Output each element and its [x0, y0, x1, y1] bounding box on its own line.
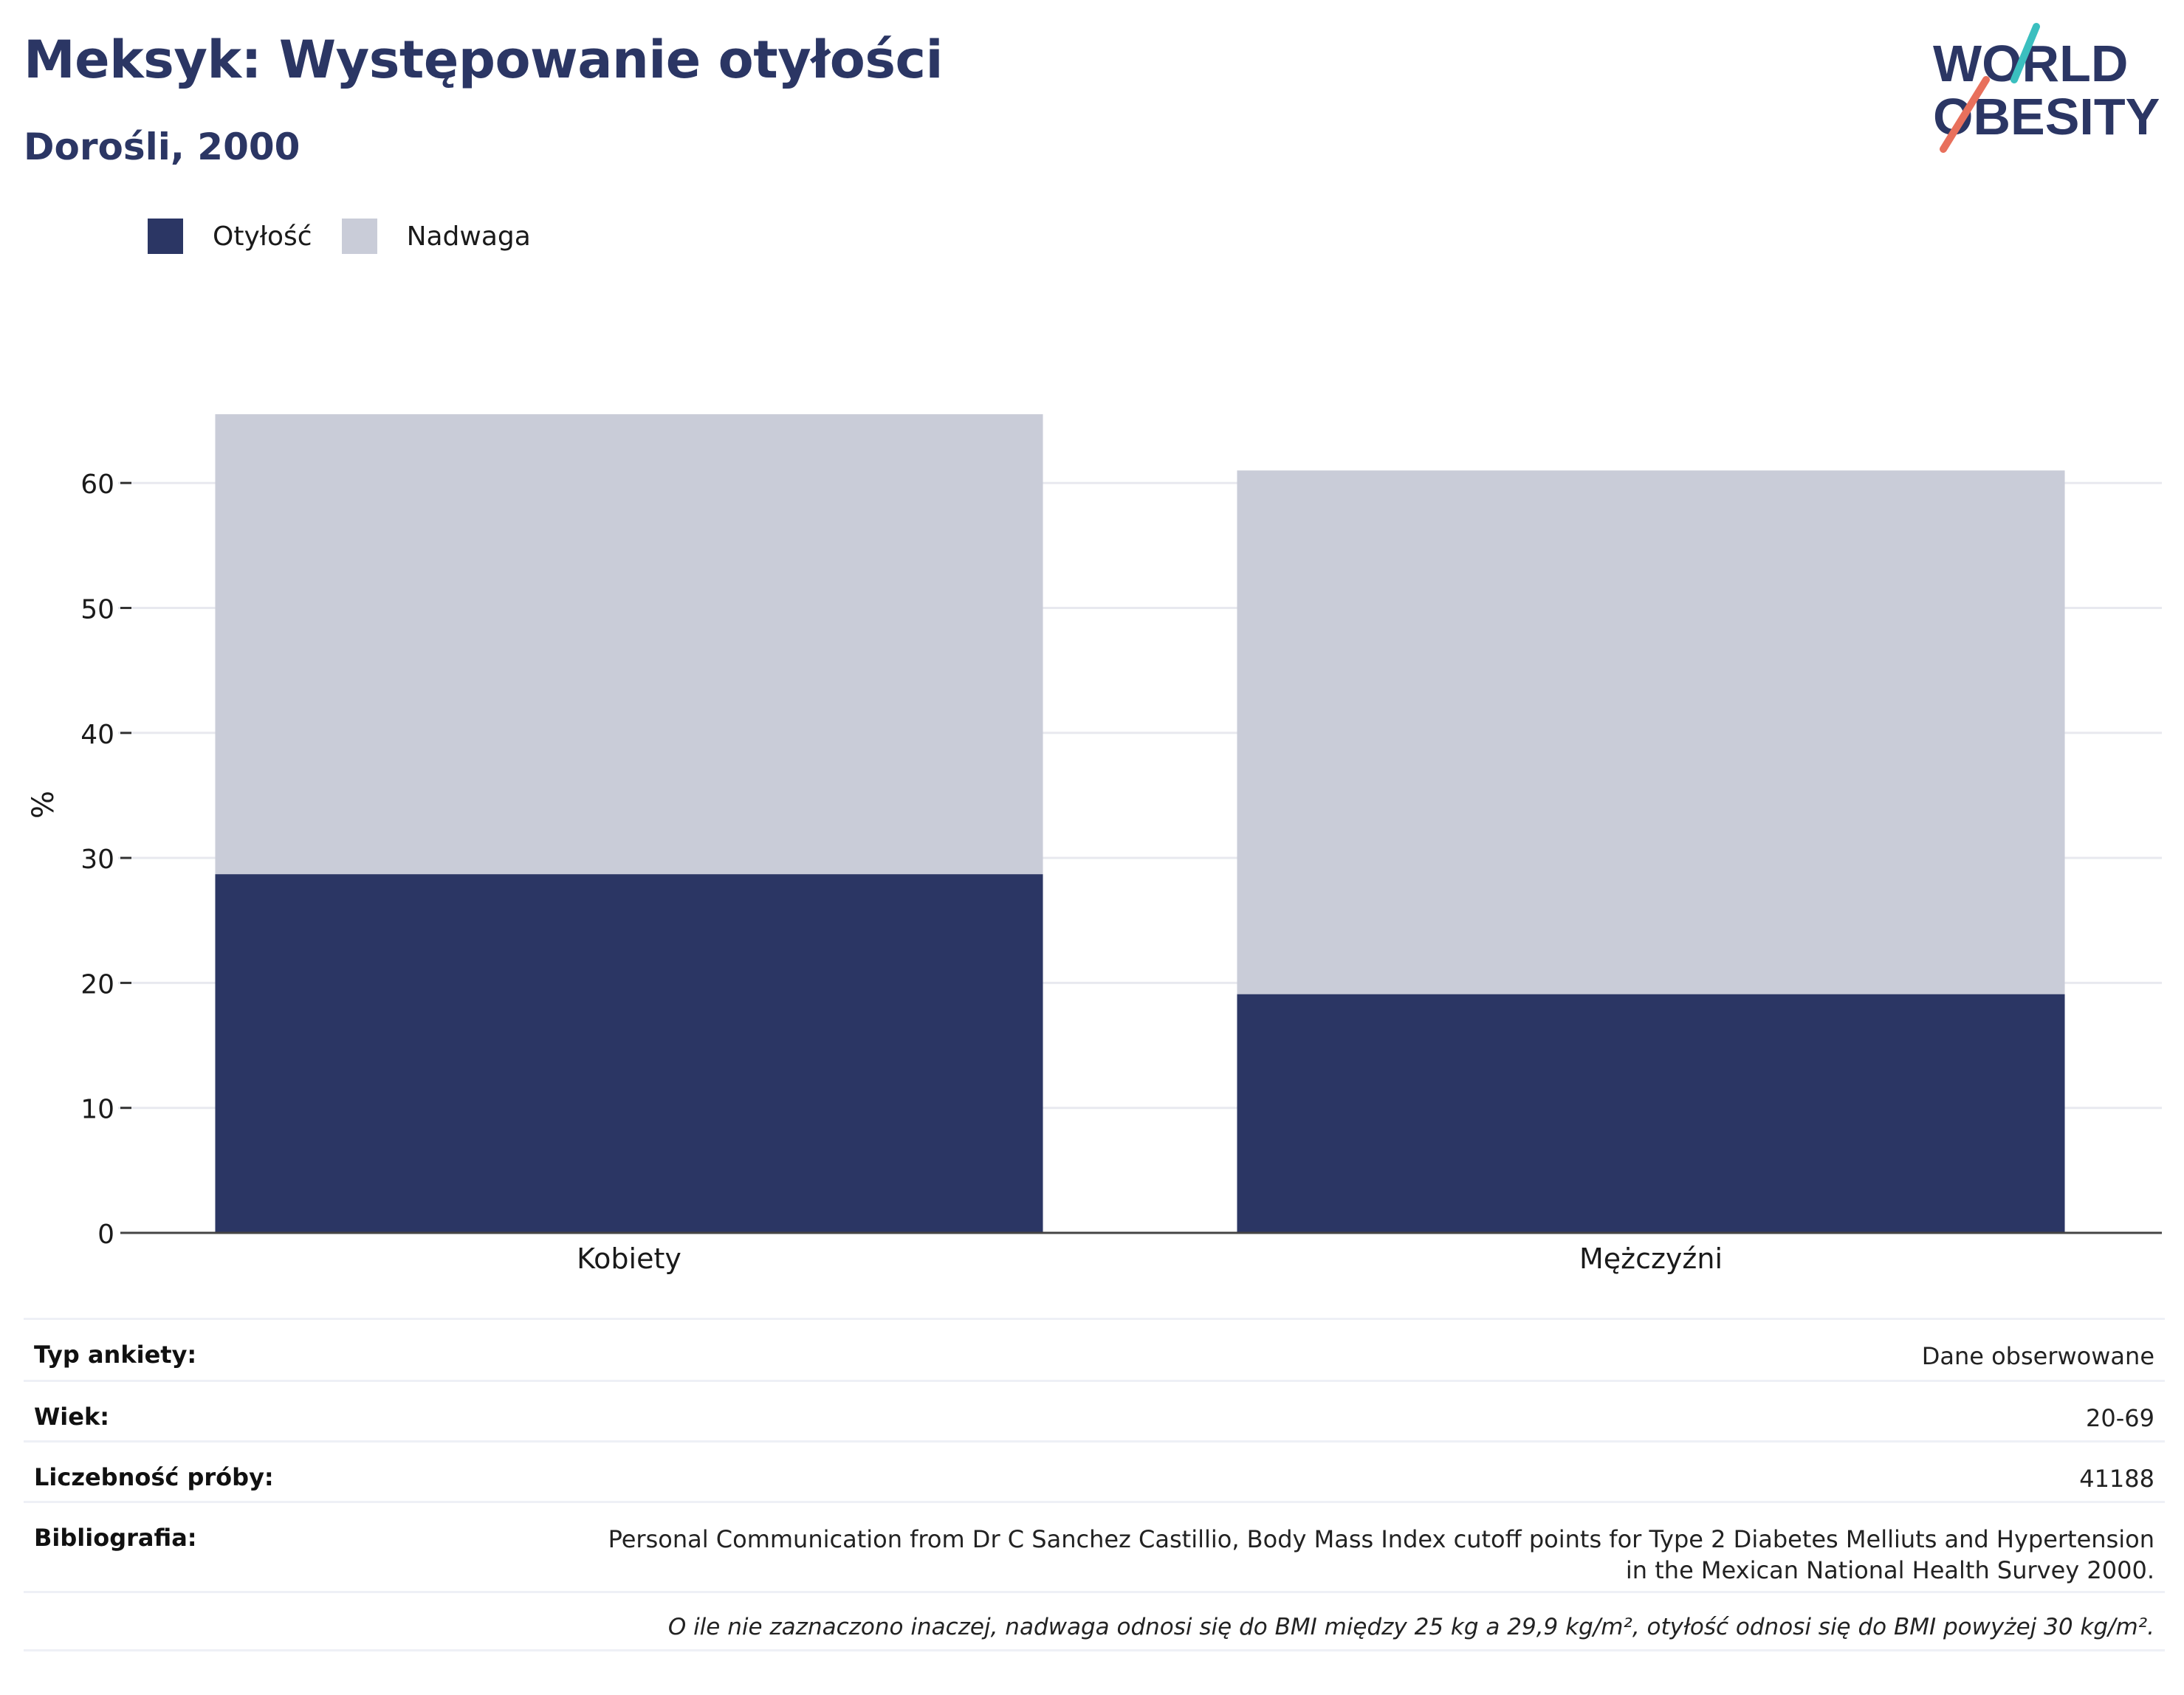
y-tick-label-60: 60 [80, 470, 114, 500]
stacked-bar-chart: 0 10 20 30 40 50 60% Kobiety Mężczyźni [27, 414, 2162, 1275]
bmi-definition-note: O ile nie zaznaczono inaczej, nadwaga od… [667, 1614, 2154, 1640]
info-table: Typ ankiety: Dane obserwowane Wiek: 20-6… [24, 1318, 2165, 1651]
info-row-note: O ile nie zaznaczono inaczej, nadwaga od… [24, 1591, 2165, 1651]
logo-line-obesity: OBESITY [1933, 88, 2160, 145]
bar-obesity-1 [1237, 994, 2065, 1233]
bibliography-label: Bibliografia: [34, 1524, 197, 1552]
chart-legend: Otyłość Nadwaga [148, 219, 560, 254]
bibliography-value: Personal Communication from Dr C Sanchez… [608, 1525, 2154, 1584]
y-tick-label-10: 10 [80, 1095, 114, 1125]
x-tick-label-1: Mężczyźni [1579, 1242, 1723, 1275]
legend-swatch-overweight [341, 219, 377, 254]
survey-type-value: Dane obserwowane [1921, 1342, 2154, 1370]
info-row-bibliography: Bibliografia: Personal Communication fro… [24, 1501, 2165, 1591]
age-value: 20-69 [2086, 1404, 2154, 1432]
chart-subtitle: Dorośli, 2000 [24, 126, 301, 168]
sample-size-value: 41188 [2079, 1465, 2154, 1493]
legend-label-overweight: Nadwaga [406, 221, 531, 252]
chart-title: Meksyk: Występowanie otyłości [24, 30, 944, 90]
y-tick-label-50: 50 [80, 595, 114, 625]
y-tick-label-20: 20 [80, 969, 114, 1000]
y-tick-label-40: 40 [80, 720, 114, 750]
info-row-survey-type: Typ ankiety: Dane obserwowane [24, 1318, 2165, 1380]
y-tick-label-30: 30 [80, 845, 114, 875]
bar-obesity-0 [215, 874, 1043, 1233]
y-tick-label-0: 0 [97, 1220, 114, 1250]
bar-overweight-1 [1237, 470, 2065, 994]
logo-slash-coral [1940, 76, 1990, 153]
x-tick-label-0: Kobiety [577, 1242, 681, 1275]
legend-item-obesity[interactable]: Otyłość [148, 219, 312, 254]
logo-slash-teal [2010, 23, 2040, 83]
survey-type-label: Typ ankiety: [34, 1341, 197, 1369]
sample-size-label: Liczebność próby: [34, 1463, 274, 1491]
y-axis-label: % [27, 791, 61, 819]
legend-swatch-obesity [148, 219, 183, 254]
info-row-sample-size: Liczebność próby: 41188 [24, 1440, 2165, 1501]
legend-item-overweight[interactable]: Nadwaga [341, 219, 531, 254]
legend-label-obesity: Otyłość [213, 221, 312, 252]
world-obesity-logo: WORLD OBESITY [1933, 23, 2160, 153]
bar-overweight-0 [215, 414, 1043, 875]
info-row-age: Wiek: 20-69 [24, 1380, 2165, 1440]
age-label: Wiek: [34, 1403, 110, 1431]
